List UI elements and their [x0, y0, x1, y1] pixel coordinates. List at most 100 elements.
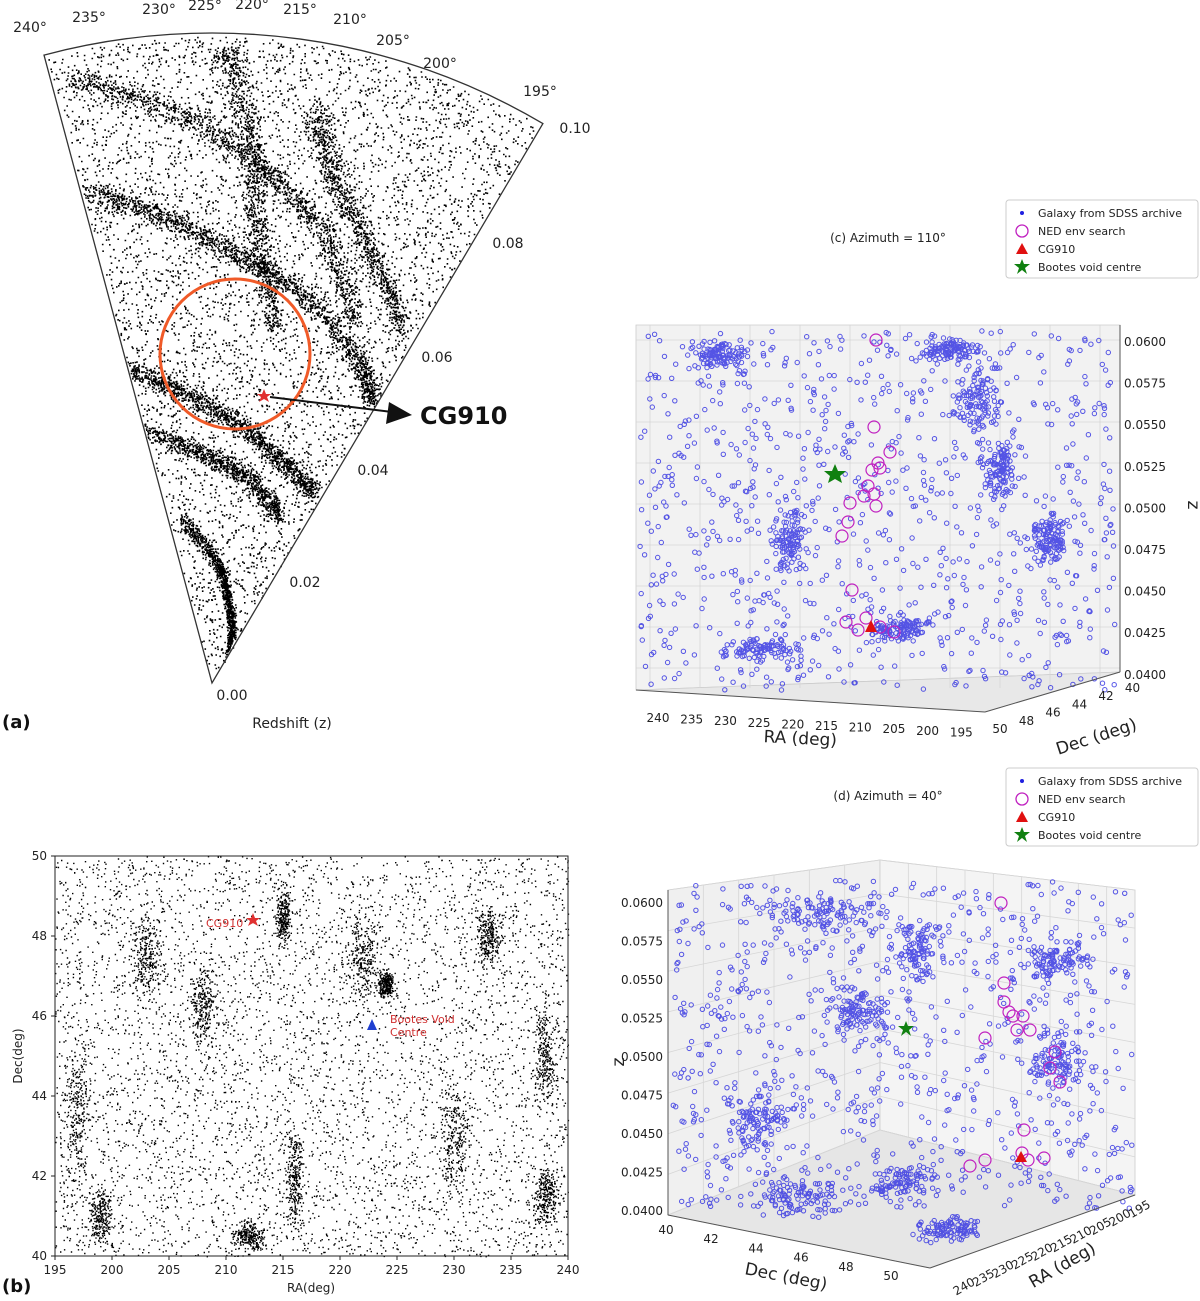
panel-d-z-tick-3: 0.0525 [621, 1012, 663, 1026]
panel-d-grid-right-7 [879, 1095, 1136, 1158]
panel-b-x-tick-label-6: 225 [386, 1263, 409, 1277]
panel-a-radial-tick-3: 0.06 [421, 350, 452, 366]
panel-a-radial-tick-0: 0.00 [216, 688, 247, 704]
panel-b-y-ticks: 40 42 44 46 48 50 [32, 849, 55, 1263]
panel-a-angle-tick-9: 195° [523, 84, 557, 100]
panel-d-z-tick-1: 0.0575 [621, 935, 663, 949]
panel-c-ra-tick-1: 235 [680, 713, 703, 727]
panel-d-dec-tick-0: 40 [658, 1223, 673, 1237]
panel-a-radial-tick-4: 0.08 [492, 236, 523, 252]
panel-c-ra-tick-7: 205 [882, 722, 905, 736]
panel-c-back-pane [635, 324, 1121, 691]
panel-d-ned-circle-16 [978, 1153, 992, 1167]
panel-d-ned-circle-6 [1010, 1023, 1024, 1037]
panel-c-dec-tick-4: 42 [1098, 689, 1113, 703]
panel-b-x-tick-label-1: 200 [101, 1263, 124, 1277]
panel-c-ned-circle-3 [865, 463, 879, 477]
panel-c-ned-circles [835, 333, 901, 639]
panel-c-dec-tick-3: 44 [1072, 697, 1087, 711]
panel-b-y-tick-label-2: 44 [32, 1089, 47, 1103]
panel-d-xlabel: Dec (deg) [743, 1259, 829, 1295]
panel-a-label: (a) [2, 712, 31, 733]
panel-c-ned-circle-12 [835, 529, 849, 543]
legend-d-void-label: Bootes void centre [1038, 829, 1141, 842]
panel-d-legend: Galaxy from SDSS archive NED env search … [1005, 767, 1199, 847]
panel-c-galaxy-markers [637, 328, 1118, 693]
panel-a-void-highlight-circle [158, 277, 312, 431]
panel-c-ra-tick-9: 195 [950, 725, 973, 739]
panel-c-z-tick-6: 0.0450 [1124, 585, 1166, 599]
panel-d-z-ticks: 0.0600 0.0575 0.0550 0.0525 0.0500 0.0475 0.04… [621, 896, 663, 1218]
panel-c-z-tick-0: 0.0600 [1124, 335, 1166, 349]
panel-b-x-tick-label-3: 210 [215, 1263, 238, 1277]
panel-b-y-tick-label-3: 46 [32, 1009, 47, 1023]
panel-d-dec-tick-1: 42 [703, 1232, 718, 1246]
legend-d-galaxy-marker [1020, 779, 1024, 783]
panel-c-dec-tick-5: 40 [1125, 681, 1140, 695]
panel-d-ned-circle-1 [997, 976, 1011, 990]
panel-c-galaxy-points [637, 328, 1118, 693]
panel-c-ra-tick-4: 220 [781, 717, 804, 731]
panel-d-dec-ticks: 40 42 44 46 48 50 [658, 1223, 898, 1283]
legend-d-cg910-label: CG910 [1038, 811, 1075, 824]
panel-d-z-tick-0: 0.0600 [621, 896, 663, 910]
panel-d-grid-right-8 [879, 1129, 1136, 1196]
panel-c-ra-tick-8: 200 [916, 724, 939, 738]
legend-ned-marker [1015, 224, 1029, 238]
panel-d-ned-circle-7 [978, 1031, 992, 1045]
panel-d-ra-axis [929, 1194, 1136, 1269]
panel-d-z-tick-4: 0.0500 [621, 1050, 663, 1064]
panel-a-angle-tick-4: 220° [235, 0, 269, 13]
panel-c-z-ticks: 0.0600 0.0575 0.0550 0.0525 0.0500 0.0475 0.04… [1124, 335, 1166, 682]
panel-c-ylabel: Dec (deg) [1054, 715, 1140, 760]
panel-c-ra-axis [635, 689, 986, 713]
legend-d-ned-label: NED env search [1038, 793, 1125, 806]
panel-c-dec-axis [984, 671, 1121, 713]
panel-b-y-tick-label-5: 50 [32, 849, 47, 863]
panel-b-void-label-1: Bootes Void [390, 1013, 455, 1026]
panel-c-ned-circle-0 [869, 333, 883, 347]
panel-d-dec-axis [667, 1214, 931, 1269]
panel-c-z-tick-2: 0.0550 [1124, 418, 1166, 432]
panel-d-dec-tick-5: 50 [883, 1269, 898, 1283]
panel-d-void-star [898, 1021, 914, 1036]
panel-c-ra-ticks: 240 235 230 225 220 215 210 205 200 195 [647, 711, 973, 739]
panel-d-zlabel: z [609, 1057, 629, 1066]
panel-d-ned-circle-9 [1048, 1045, 1062, 1059]
panel-b-x-tick-label-0: 195 [44, 1263, 67, 1277]
legend-cg910-label: CG910 [1038, 243, 1075, 256]
panel-d-ned-circle-11 [1053, 1075, 1067, 1089]
panel-a-radial-tick-5: 0.10 [559, 121, 590, 137]
panel-b-cg910-label: CG910 [206, 917, 243, 930]
panel-c-ra-tick-2: 230 [714, 714, 737, 728]
legend-void-marker [1014, 259, 1030, 274]
panel-c-dec-tick-2: 46 [1045, 706, 1060, 720]
legend-ned-label: NED env search [1038, 225, 1125, 238]
panel-d-ned-circle-0 [994, 896, 1008, 910]
panel-d-ned-circles [963, 896, 1067, 1173]
panel-d-ned-circle-5 [1016, 1009, 1030, 1023]
panel-a-angle-tick-1: 235° [72, 10, 106, 26]
panel-c-cg910-triangle [865, 620, 877, 632]
panel-d-ned-circle-12 [1017, 1123, 1031, 1137]
panel-d-ned-circle-15 [1037, 1151, 1051, 1165]
panel-d-galaxy-markers [670, 877, 1135, 1246]
panel-d-cg910-triangle [1015, 1151, 1027, 1162]
panel-c-ned-circle-4 [873, 461, 887, 475]
panel-c-void-star [824, 464, 846, 483]
panel-c-legend-box [1005, 199, 1199, 279]
panel-c-ned-circle-18 [887, 625, 901, 639]
panel-b-label: (b) [2, 1276, 31, 1297]
panel-a-radial-tick-2: 0.04 [357, 463, 388, 479]
panel-b-galaxy-points [55, 856, 570, 1258]
panel-c-dec-ticks: 50 48 46 44 42 40 [992, 681, 1140, 736]
panel-d-grid-right-6 [879, 1062, 1136, 1120]
panel-c-z-tick-7: 0.0425 [1124, 626, 1166, 640]
panel-d-grid [667, 859, 1136, 1216]
panel-c-dec-tick-0: 50 [992, 722, 1007, 736]
panel-c-ra-tick-5: 215 [815, 719, 838, 733]
legend-d-ned-marker [1015, 792, 1029, 806]
panel-a-arrow-line [269, 396, 393, 413]
panel-c-ned-circle-17 [851, 623, 865, 637]
